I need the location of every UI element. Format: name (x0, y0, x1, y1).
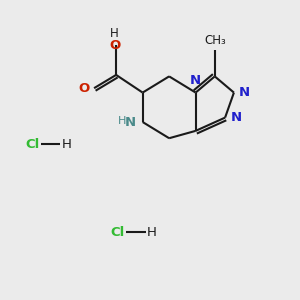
Text: H: H (62, 138, 71, 151)
Text: N: N (230, 111, 242, 124)
Text: Cl: Cl (111, 226, 125, 239)
Text: N: N (190, 74, 201, 87)
Text: Cl: Cl (25, 138, 40, 151)
Text: CH₃: CH₃ (204, 34, 226, 47)
Text: O: O (109, 39, 120, 52)
Text: H: H (110, 27, 119, 40)
Text: N: N (239, 86, 250, 99)
Text: N: N (125, 116, 136, 128)
Text: H: H (147, 226, 157, 239)
Text: H: H (118, 116, 126, 126)
Text: O: O (78, 82, 90, 95)
